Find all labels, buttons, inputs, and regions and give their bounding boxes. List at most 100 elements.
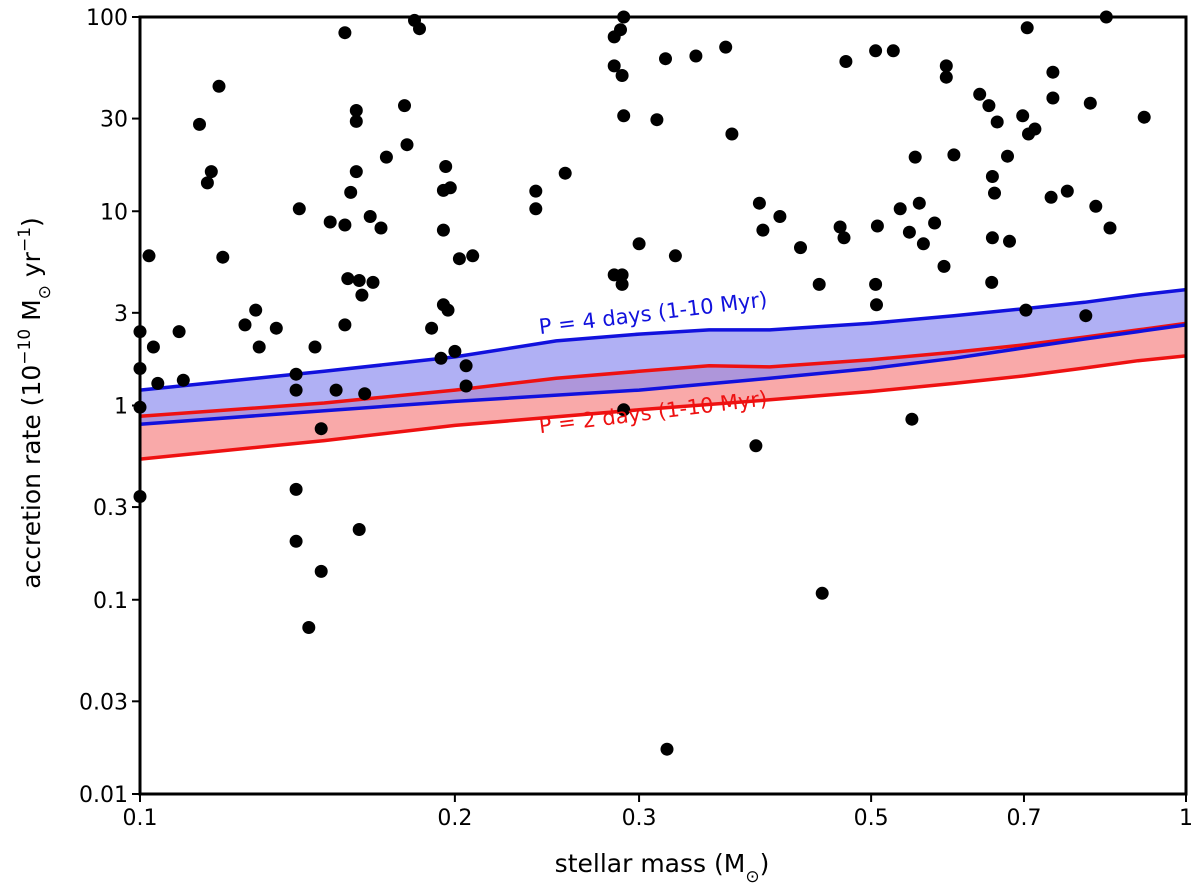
data-point <box>719 40 733 54</box>
data-point <box>985 275 999 289</box>
data-point <box>1028 122 1042 136</box>
band-lower-line-1 <box>139 323 1187 427</box>
data-point <box>607 59 621 73</box>
data-point <box>443 181 457 195</box>
y-tick-label: 0.1 <box>93 589 128 614</box>
y-tick-label: 1 <box>114 395 128 420</box>
data-point <box>812 277 826 291</box>
y-tick-label: 0.01 <box>79 783 128 808</box>
data-point <box>1079 309 1093 323</box>
data-point <box>794 241 807 255</box>
data-point <box>355 288 369 302</box>
data-point <box>1019 303 1033 317</box>
data-point <box>1016 109 1030 123</box>
data-point <box>436 223 450 237</box>
data-point <box>323 215 337 229</box>
data-point <box>358 387 372 401</box>
data-point <box>912 196 926 210</box>
data-point <box>146 340 160 354</box>
data-point <box>466 249 480 263</box>
y-axis: 100 30 10 3 1 0.3 0.1 0.03 0.01 <box>79 6 140 808</box>
y-axis-title-prefix: accretion rate (10 <box>17 365 46 589</box>
data-point <box>151 376 165 390</box>
data-point <box>615 69 629 82</box>
data-point <box>441 303 455 317</box>
data-point <box>379 150 393 164</box>
data-point <box>632 237 646 251</box>
data-point <box>1044 190 1058 204</box>
data-point <box>352 274 366 287</box>
data-point <box>990 115 1004 129</box>
data-point <box>869 44 883 58</box>
data-point <box>452 252 466 266</box>
data-point <box>886 44 900 58</box>
y-tick-label: 0.03 <box>79 690 128 715</box>
data-point <box>916 237 930 251</box>
data-point <box>341 272 355 286</box>
data-point <box>349 114 363 128</box>
data-point <box>659 52 672 66</box>
data-point <box>338 218 352 232</box>
data-point <box>752 196 766 210</box>
data-point <box>314 564 328 578</box>
data-point <box>252 340 266 354</box>
data-point <box>668 249 682 263</box>
data-point <box>947 148 961 162</box>
data-point <box>689 49 703 63</box>
x-tick-label: 0.3 <box>622 806 657 831</box>
data-point <box>725 127 739 141</box>
y-axis-title-exp2: −1 <box>15 227 35 252</box>
data-point <box>413 22 426 36</box>
data-point <box>839 55 853 68</box>
data-point <box>366 275 380 289</box>
data-point <box>893 202 907 216</box>
y-tick-label: 0.3 <box>93 496 128 521</box>
data-point <box>400 138 414 152</box>
x-tick-label: 0.1 <box>123 806 158 831</box>
data-point <box>216 250 230 264</box>
y-axis-title-unit: yr <box>17 251 46 285</box>
data-point <box>985 231 999 245</box>
data-point <box>908 150 922 164</box>
y-tick-label: 3 <box>114 302 128 327</box>
data-point <box>289 367 303 381</box>
data-point <box>459 379 473 393</box>
data-point <box>756 223 770 237</box>
data-point <box>269 321 283 335</box>
x-tick-label: 1 <box>1179 806 1193 831</box>
data-point <box>344 185 358 199</box>
data-point <box>928 216 942 230</box>
data-point <box>459 359 473 373</box>
data-point <box>837 231 851 245</box>
data-point <box>617 403 631 417</box>
band-lower-line-0 <box>139 354 1187 461</box>
y-axis-title-exp: −10 <box>15 329 35 365</box>
data-point <box>292 202 306 216</box>
data-point <box>349 165 363 179</box>
data-point <box>660 742 674 756</box>
data-point <box>349 104 363 117</box>
data-point <box>1060 184 1074 198</box>
data-point <box>985 170 999 183</box>
data-point <box>308 340 322 354</box>
data-point <box>352 523 366 536</box>
data-point <box>1137 110 1151 124</box>
y-tick-label: 100 <box>86 6 128 31</box>
x-axis-title-sun: ⊙ <box>745 867 759 887</box>
data-point <box>558 166 572 180</box>
data-point <box>176 373 190 387</box>
data-point <box>1046 65 1060 79</box>
data-point <box>1020 21 1034 35</box>
data-point <box>988 186 1001 200</box>
data-point <box>937 259 951 273</box>
y-axis-title-sun: ⊙ <box>35 285 55 299</box>
data-point <box>204 165 218 179</box>
data-point <box>749 439 763 453</box>
data-point <box>905 412 919 426</box>
data-point <box>614 23 627 37</box>
x-tick-label: 0.2 <box>437 806 472 831</box>
data-point <box>529 202 543 216</box>
data-point <box>289 383 303 397</box>
data-point <box>249 303 263 317</box>
